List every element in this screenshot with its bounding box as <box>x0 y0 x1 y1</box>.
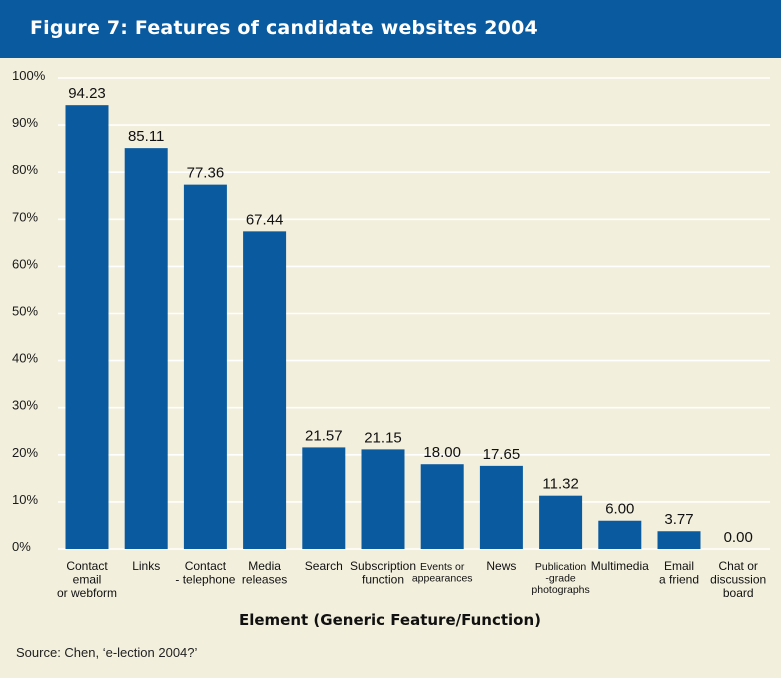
category-label: Events or <box>420 561 465 573</box>
data-label: 3.77 <box>664 511 693 528</box>
y-tick-label: 20% <box>12 445 38 460</box>
category-label: Contact <box>66 559 108 573</box>
bar <box>302 447 346 549</box>
category-label: appearances <box>412 573 473 585</box>
category-label: releases <box>242 573 287 587</box>
category-label: Subscription <box>350 559 416 573</box>
category-label: Email <box>664 559 694 573</box>
y-tick-label: 90% <box>12 115 38 130</box>
bar <box>479 465 523 549</box>
category-label: email <box>73 573 102 587</box>
bar-chart: 0% 10% 20% 30% 40% 50% 60% 70% 80% 90% 100% 94.23 Co… <box>12 68 770 629</box>
bar <box>420 464 464 549</box>
y-tick-label: 80% <box>12 162 38 177</box>
category-label: Contact <box>185 559 227 573</box>
bar <box>124 148 168 549</box>
y-tick-label: 30% <box>12 398 38 413</box>
category-label: Links <box>132 559 160 573</box>
category-label: or webform <box>57 586 117 600</box>
category-label: Publication <box>535 561 587 573</box>
data-label: 17.65 <box>483 446 521 463</box>
title-bar: Figure 7: Features of candidate websites… <box>0 0 781 58</box>
bar <box>539 495 583 549</box>
bar <box>243 231 287 549</box>
category-label: board <box>723 586 754 600</box>
data-label: 21.57 <box>305 427 343 444</box>
y-tick-label: 10% <box>12 492 38 507</box>
category-label: Chat or <box>719 559 758 573</box>
category-label: Search <box>305 559 343 573</box>
y-tick-label: 0% <box>12 539 31 554</box>
bar <box>657 531 701 549</box>
data-label: 18.00 <box>423 444 461 461</box>
y-tick-label: 60% <box>12 256 38 271</box>
data-label: 67.44 <box>246 211 284 228</box>
y-tick-label: 70% <box>12 209 38 224</box>
bar <box>598 520 642 549</box>
bar <box>183 184 227 549</box>
category-label: -grade <box>545 573 576 585</box>
bar <box>361 449 405 549</box>
data-label: 6.00 <box>605 501 634 518</box>
category-label: a friend <box>659 573 699 587</box>
data-label: 85.11 <box>128 128 164 145</box>
category-label: Media <box>248 559 281 573</box>
x-axis-title: Element (Generic Feature/Function) <box>239 611 541 629</box>
figure-title: Figure 7: Features of candidate websites… <box>30 17 538 39</box>
data-label: 94.23 <box>68 85 106 102</box>
category-label: Multimedia <box>591 559 649 573</box>
category-label: - telephone <box>175 573 235 587</box>
y-tick-label: 50% <box>12 304 38 319</box>
category-label: discussion <box>710 573 766 587</box>
data-label: 21.15 <box>364 429 402 446</box>
category-label: News <box>486 559 516 573</box>
y-tick-label: 100% <box>12 68 46 83</box>
category-label: function <box>362 573 404 587</box>
bar <box>65 105 109 549</box>
data-label: 0.00 <box>724 529 753 546</box>
data-label: 77.36 <box>187 165 225 182</box>
y-tick-label: 40% <box>12 351 38 366</box>
category-label: photographs <box>531 584 589 596</box>
source-note: Source: Chen, ‘e-lection 2004?’ <box>16 645 198 660</box>
data-label: 11.32 <box>542 476 578 493</box>
